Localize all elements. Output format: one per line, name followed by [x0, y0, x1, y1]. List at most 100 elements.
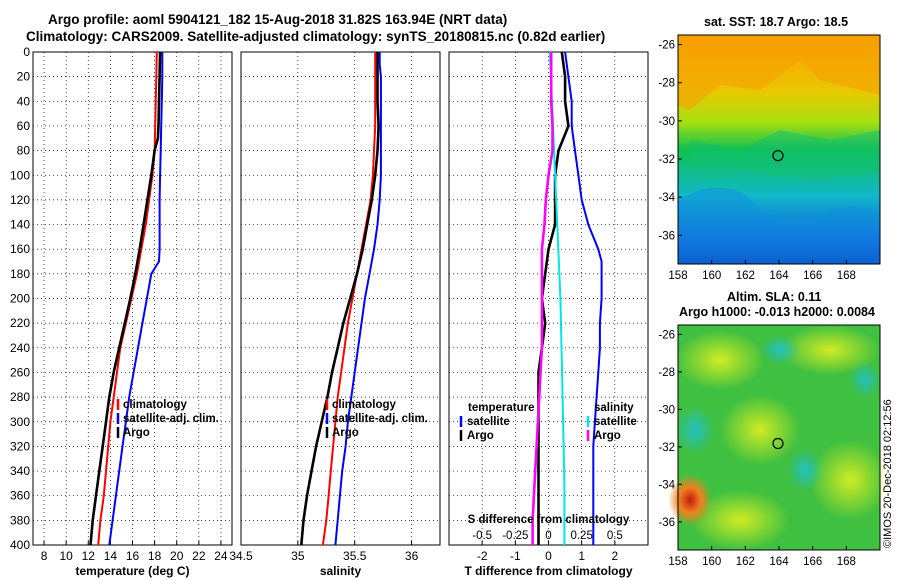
series-satellite-adj-clim-: [334, 52, 382, 546]
lat-tick-label: -34: [658, 192, 675, 204]
x-axis-label: temperature (deg C): [75, 564, 189, 578]
x-tick-label: 0: [545, 549, 552, 563]
series-argo: [300, 52, 380, 546]
lat-tick-label: -28: [658, 367, 675, 379]
x-tick-label: 12: [82, 549, 96, 563]
lat-tick-label: -26: [658, 329, 675, 341]
series-t-satellite: [564, 51, 603, 545]
x-tick-label: 22: [192, 549, 206, 563]
y-tick-label: 240: [10, 341, 30, 355]
sst-map-title: sat. SST: 18.7 Argo: 18.5: [704, 15, 849, 29]
y-tick-label: 280: [10, 390, 30, 404]
legend-title-temperature: temperature: [468, 402, 534, 414]
x-tick-label: 20: [170, 549, 184, 563]
y-tick-label: 20: [17, 70, 31, 84]
title-line-2: Climatology: CARS2009. Satellite-adjuste…: [26, 29, 606, 44]
lat-tick-label: -36: [658, 230, 675, 242]
lat-tick-label: -30: [658, 116, 675, 128]
x-tick-label: -2: [477, 549, 488, 563]
x-axis-label-secondary: S difference from climatology: [468, 514, 630, 526]
y-tick-label: 200: [10, 292, 30, 306]
profile-panel-3: -2 -1 0 1 2T difference from climatology temp…: [448, 51, 649, 578]
series-argo: [89, 51, 162, 546]
float-position-marker: [772, 150, 784, 162]
x-tick-label: 35: [291, 549, 305, 563]
legend-label: Argo: [594, 430, 621, 442]
y-tick-label: 120: [10, 193, 30, 207]
y-tick-label: 180: [10, 267, 30, 281]
watermark: ©IMOS 20-Dec-2018 02:12:56: [882, 399, 894, 548]
sst-map-axes: -26 -28 -30 -32 -34 -36 158 160 162 164 166 168: [658, 40, 856, 282]
y-tick-label: 400: [10, 538, 30, 552]
y-tick-label: 40: [17, 94, 31, 108]
y-tick-label: 340: [10, 464, 30, 478]
x-tick-label: 14: [104, 549, 118, 563]
lon-tick-label: 168: [837, 556, 856, 568]
x-tick-label: 24: [214, 549, 228, 563]
y-tick-label: 380: [10, 513, 30, 527]
series-climatology: [321, 52, 377, 546]
x-axis-label: T difference from climatology: [464, 564, 632, 578]
x-tick-label: 16: [126, 549, 140, 563]
y-tick-label: 60: [17, 119, 31, 133]
x-tick-label-secondary: 0.25: [570, 530, 592, 542]
x-tick-label-secondary: 0.5: [607, 530, 623, 542]
legend-label: satellite-adj. clim.: [123, 413, 219, 425]
lon-tick-label: 160: [702, 270, 721, 282]
lat-tick-label: -32: [658, 154, 675, 166]
y-tick-label: 320: [10, 439, 30, 453]
legend-label: climatology: [332, 399, 397, 411]
sla-map-axes: -26 -28 -30 -32 -34 -36 158 160 162 164 166 168: [658, 329, 856, 568]
lon-tick-label: 168: [837, 270, 856, 282]
legend-label: Argo: [332, 427, 359, 439]
x-tick-label: 36: [405, 549, 419, 563]
y-tick-label: 260: [10, 365, 30, 379]
lat-tick-label: -30: [658, 404, 675, 416]
lat-tick-label: -34: [658, 479, 675, 491]
profile-panel-2: 34.5 35 35.5 36 salinity climatology satellite…: [229, 51, 441, 578]
y-tick-label: 0: [23, 45, 30, 59]
lat-tick-label: -26: [658, 40, 675, 52]
x-axis-label: salinity: [320, 564, 362, 578]
y-tick-label: 140: [10, 218, 30, 232]
lon-tick-label: 158: [668, 556, 687, 568]
legend-label: satellite: [467, 416, 510, 428]
lon-tick-label: 164: [769, 556, 789, 568]
sst-map: [677, 34, 881, 265]
legend-label: satellite-adj. clim.: [332, 413, 428, 425]
panel-frame: [240, 51, 441, 546]
x-tick-label: 34.5: [229, 549, 253, 563]
float-position-marker: [772, 437, 784, 450]
y-tick-label: 80: [17, 144, 31, 158]
y-tick-label: 160: [10, 242, 30, 256]
x-tick-label: 8: [41, 549, 48, 563]
sla-map: [668, 324, 890, 551]
y-tick-label: 300: [10, 415, 30, 429]
lon-tick-label: 160: [702, 556, 721, 568]
legend-label: satellite: [594, 416, 637, 428]
x-tick-label-secondary: -0.25: [502, 530, 528, 542]
x-tick-label-secondary: -0.5: [472, 530, 492, 542]
lon-tick-label: 162: [736, 270, 755, 282]
lon-tick-label: 164: [769, 270, 789, 282]
series-climatology: [97, 51, 158, 546]
sla-map-title-2: Argo h1000: -0.013 h2000: 0.0084: [679, 305, 875, 319]
y-tick-label: 360: [10, 489, 30, 503]
x-tick-label: 18: [148, 549, 162, 563]
panel-frame: [32, 51, 233, 546]
lat-tick-label: -28: [658, 78, 675, 90]
profile-panel-1: 8 10 12 14 16 18 20 22 24 temperature (deg C) 0 20 4…: [10, 45, 233, 578]
legend-label: climatology: [123, 399, 188, 411]
y-tick-label: 220: [10, 316, 30, 330]
legend-label: Argo: [467, 430, 494, 442]
legend-title-salinity: salinity: [594, 402, 634, 414]
legend-label: Argo: [123, 427, 150, 439]
sla-map-title-1: Altim. SLA: 0.11: [727, 290, 822, 304]
lon-tick-label: 158: [668, 270, 687, 282]
lon-tick-label: 166: [803, 556, 822, 568]
x-tick-label: 1: [578, 549, 585, 563]
lon-tick-label: 166: [803, 270, 822, 282]
x-tick-label: -1: [510, 549, 521, 563]
